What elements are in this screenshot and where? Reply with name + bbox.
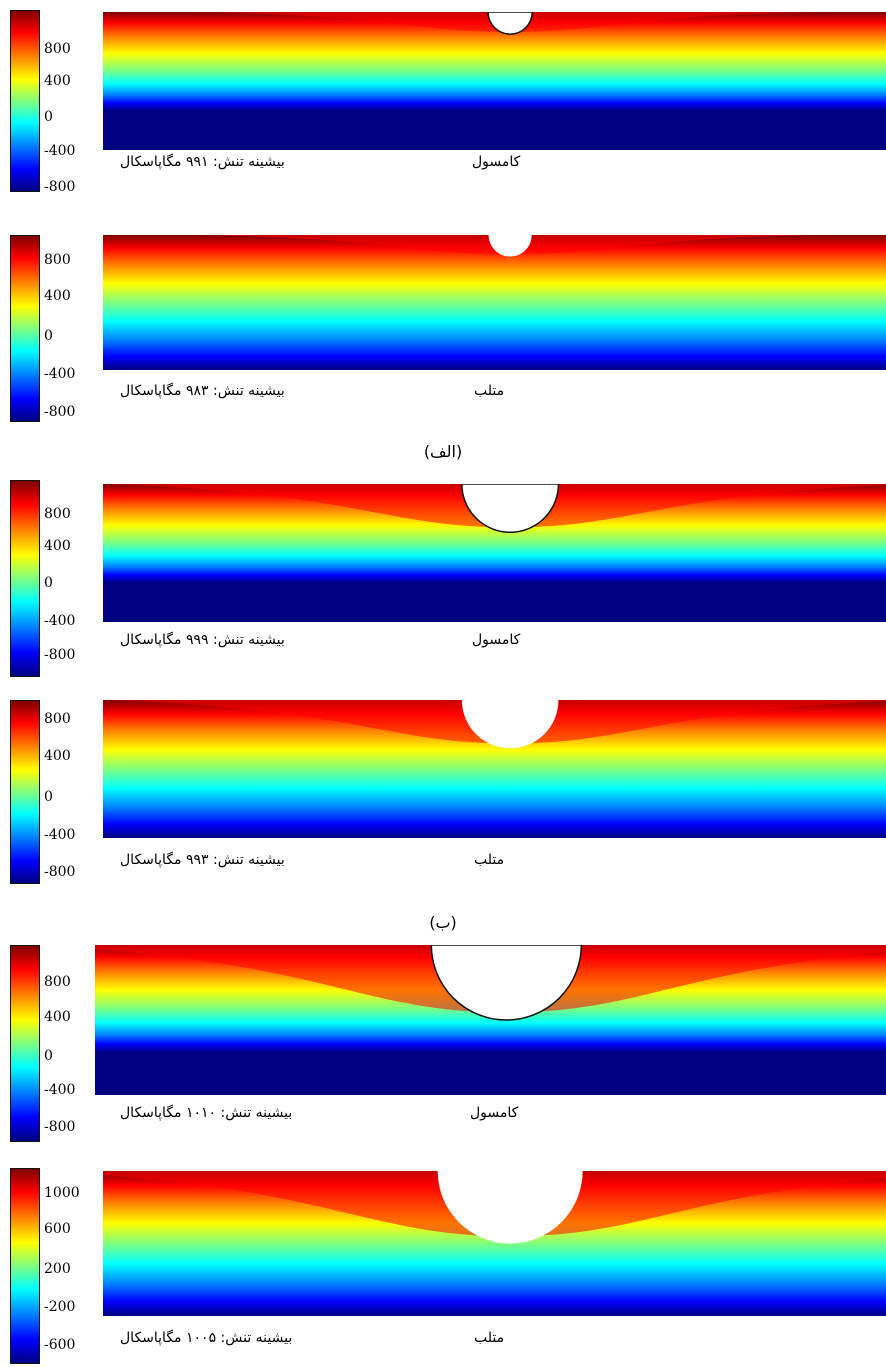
colorbar-tick: 0 — [44, 328, 53, 344]
colorbar-tick: 400 — [44, 538, 71, 554]
colorbar — [10, 480, 40, 677]
notch — [461, 700, 559, 749]
colorbar — [10, 10, 40, 192]
method-label: کامسول — [472, 154, 521, 170]
colorbar-tick: 0 — [44, 109, 53, 125]
colorbar-tick: -600 — [44, 1337, 76, 1353]
colorbar-tick: -800 — [44, 647, 76, 663]
colorbar-tick: 400 — [44, 73, 71, 89]
stress-panel: 800 400 0 -400 -800 بیشینه تنش: ۹۹۱ مگاپ… — [0, 10, 886, 195]
stress-panel: 1000 600 200 -200 -600 بیشینه تنش: ۱۰۰۵ … — [0, 1168, 886, 1367]
figure-caption: (ب) — [429, 913, 457, 932]
stress-field-plot — [103, 700, 886, 838]
stress-field-plot — [103, 484, 886, 622]
method-label: متلب — [474, 383, 505, 399]
max-stress-label: بیشینه تنش: ۹۹۱ مگاپاسکال — [120, 154, 285, 170]
method-label: متلب — [474, 1330, 505, 1346]
notch — [437, 1171, 583, 1244]
max-stress-label: بیشینه تنش: ۹۹۹ مگاپاسکال — [120, 632, 285, 648]
max-stress-label: بیشینه تنش: ۱۰۱۰ مگاپاسکال — [120, 1105, 293, 1121]
colorbar-tick: 800 — [44, 711, 71, 727]
colorbar-tick: -200 — [44, 1299, 76, 1315]
colorbar-tick: -800 — [44, 1119, 76, 1135]
notch — [461, 484, 560, 533]
stress-panel: 800 400 0 -400 -800 بیشینه تنش: ۹۸۳ مگاپ… — [0, 235, 886, 425]
colorbar-tick: -400 — [44, 1082, 76, 1098]
colorbar-tick: -400 — [44, 366, 76, 382]
stress-field-plot — [103, 235, 886, 370]
stress-panel: 800 400 0 -400 -800 بیشینه تنش: ۹۹۹ مگاپ… — [0, 480, 886, 677]
colorbar-tick: 0 — [44, 789, 53, 805]
stress-panel: 800 400 0 -400 -800 بیشینه تنش: ۹۹۳ مگاپ… — [0, 700, 886, 885]
colorbar — [10, 945, 40, 1142]
stress-panel: 800 400 0 -400 -800 بیشینه تنش: ۱۰۱۰ مگا… — [0, 945, 886, 1145]
colorbar-tick: -400 — [44, 613, 76, 629]
colorbar-tick: 800 — [44, 252, 71, 268]
colorbar-tick: -800 — [44, 864, 76, 880]
stress-field — [103, 12, 886, 150]
colorbar — [10, 1168, 40, 1364]
method-label: متلب — [474, 852, 505, 868]
colorbar-tick: -400 — [44, 143, 76, 159]
colorbar-tick: 400 — [44, 1009, 71, 1025]
colorbar — [10, 700, 40, 884]
colorbar-tick: 1000 — [44, 1185, 80, 1201]
method-label: کامسول — [470, 1105, 519, 1121]
colorbar-tick: 800 — [44, 974, 71, 990]
stress-field-plot — [103, 1171, 886, 1316]
notch — [430, 945, 583, 1021]
colorbar-tick: 0 — [44, 1048, 53, 1064]
colorbar-tick: 200 — [44, 1261, 71, 1277]
colorbar-tick: 800 — [44, 506, 71, 522]
colorbar-tick: 800 — [44, 41, 71, 57]
method-label: کامسول — [472, 632, 521, 648]
colorbar-tick: -400 — [44, 827, 76, 843]
notch — [488, 235, 532, 257]
stress-field-plot — [95, 945, 886, 1095]
colorbar-tick: 400 — [44, 288, 71, 304]
colorbar-tick: 400 — [44, 748, 71, 764]
colorbar — [10, 235, 40, 422]
max-stress-label: بیشینه تنش: ۱۰۰۵ مگاپاسکال — [120, 1330, 293, 1346]
colorbar-tick: -800 — [44, 179, 76, 195]
stress-field — [103, 235, 886, 370]
figure-caption: (الف) — [423, 442, 463, 461]
colorbar-tick: -800 — [44, 404, 76, 420]
colorbar-tick: 600 — [44, 1221, 71, 1237]
max-stress-label: بیشینه تنش: ۹۹۳ مگاپاسکال — [120, 852, 285, 868]
max-stress-label: بیشینه تنش: ۹۸۳ مگاپاسکال — [120, 383, 285, 399]
colorbar-tick: 0 — [44, 575, 53, 591]
notch — [487, 12, 533, 35]
stress-field-plot — [103, 12, 886, 150]
